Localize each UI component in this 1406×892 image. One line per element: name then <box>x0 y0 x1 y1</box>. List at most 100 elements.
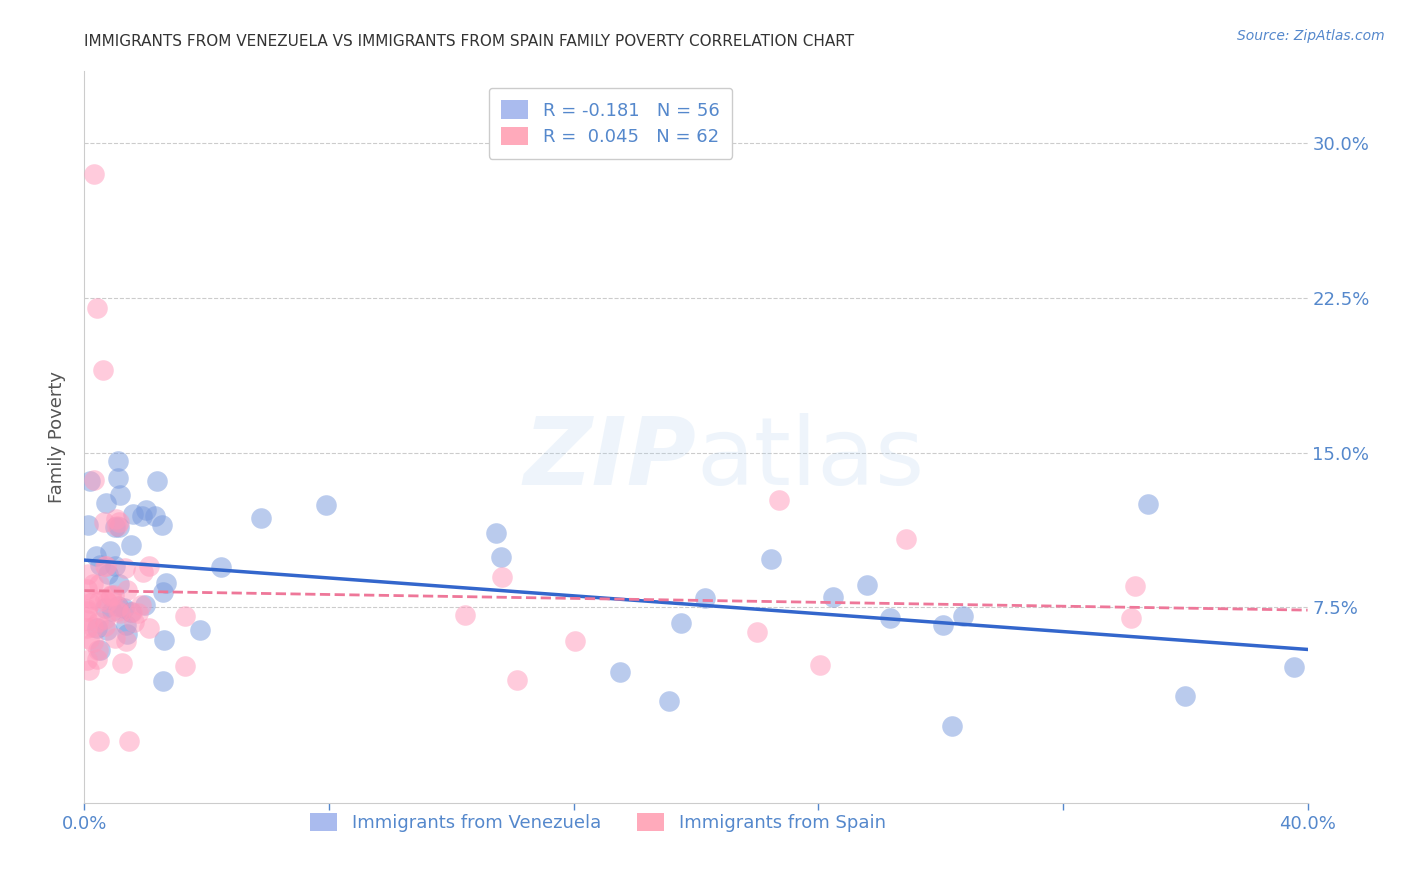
Point <box>454 608 477 623</box>
Point <box>1137 497 1160 511</box>
Point <box>759 552 782 566</box>
Point <box>138 559 160 574</box>
Point <box>93 515 115 529</box>
Point <box>118 734 141 748</box>
Point <box>84 549 107 564</box>
Point <box>87 734 110 748</box>
Point <box>105 511 128 525</box>
Point <box>86 651 108 665</box>
Point <box>855 578 877 592</box>
Point <box>122 507 145 521</box>
Point <box>823 590 845 604</box>
Point <box>76 653 98 667</box>
Point <box>485 525 508 540</box>
Point <box>76 582 98 597</box>
Point <box>103 588 125 602</box>
Point <box>77 663 100 677</box>
Point <box>114 601 136 615</box>
Point <box>115 583 138 598</box>
Point <box>134 599 156 613</box>
Point <box>107 515 129 529</box>
Point <box>83 167 105 181</box>
Point <box>315 498 337 512</box>
Point <box>87 615 110 630</box>
Text: Source: ZipAtlas.com: Source: ZipAtlas.com <box>1237 29 1385 43</box>
Point <box>693 591 716 606</box>
Point <box>104 520 127 534</box>
Point <box>82 620 104 634</box>
Point <box>879 611 901 625</box>
Point <box>129 598 152 612</box>
Point <box>96 623 118 637</box>
Point <box>100 588 122 602</box>
Point <box>94 611 117 625</box>
Point <box>152 585 174 599</box>
Point <box>1174 689 1197 703</box>
Point <box>114 561 136 575</box>
Point <box>82 577 104 591</box>
Text: ZIP: ZIP <box>523 413 696 505</box>
Point <box>150 518 173 533</box>
Point <box>80 592 103 607</box>
Point <box>146 474 169 488</box>
Point <box>77 517 100 532</box>
Point <box>76 601 98 615</box>
Point <box>86 621 108 635</box>
Point <box>108 577 131 591</box>
Point <box>671 616 693 631</box>
Point <box>120 605 142 619</box>
Point <box>76 566 98 581</box>
Point <box>104 558 127 573</box>
Point <box>86 301 108 316</box>
Point <box>100 589 122 603</box>
Point <box>79 474 101 488</box>
Point <box>82 635 104 649</box>
Point <box>83 473 105 487</box>
Point <box>932 618 955 632</box>
Point <box>153 632 176 647</box>
Point <box>491 570 513 584</box>
Point <box>108 606 131 620</box>
Point <box>108 488 131 502</box>
Point <box>768 493 790 508</box>
Point <box>110 656 132 670</box>
Point <box>87 576 110 591</box>
Point <box>173 658 195 673</box>
Text: IMMIGRANTS FROM VENEZUELA VS IMMIGRANTS FROM SPAIN FAMILY POVERTY CORRELATION CH: IMMIGRANTS FROM VENEZUELA VS IMMIGRANTS … <box>84 35 855 49</box>
Point <box>489 550 512 565</box>
Point <box>76 613 98 627</box>
Point <box>138 621 160 635</box>
Point <box>745 625 768 640</box>
Point <box>107 471 129 485</box>
Point <box>609 665 631 680</box>
Point <box>107 599 129 614</box>
Point <box>107 604 129 618</box>
Point <box>91 363 114 377</box>
Point <box>1284 660 1306 674</box>
Y-axis label: Family Poverty: Family Poverty <box>48 371 66 503</box>
Text: atlas: atlas <box>696 413 924 505</box>
Point <box>132 566 155 580</box>
Point <box>188 623 211 637</box>
Point <box>94 495 117 509</box>
Point <box>152 673 174 688</box>
Point <box>174 609 197 624</box>
Point <box>107 519 129 533</box>
Point <box>506 673 529 687</box>
Point <box>250 511 273 525</box>
Point <box>89 642 111 657</box>
Point <box>76 621 98 635</box>
Point <box>143 508 166 523</box>
Point <box>115 627 138 641</box>
Point <box>135 503 157 517</box>
Point <box>1123 579 1146 593</box>
Point <box>107 453 129 467</box>
Point <box>94 619 117 633</box>
Point <box>894 532 917 546</box>
Point <box>107 599 129 613</box>
Point <box>127 607 149 621</box>
Point <box>121 605 143 619</box>
Point <box>89 594 111 608</box>
Point <box>131 509 153 524</box>
Point <box>79 596 101 610</box>
